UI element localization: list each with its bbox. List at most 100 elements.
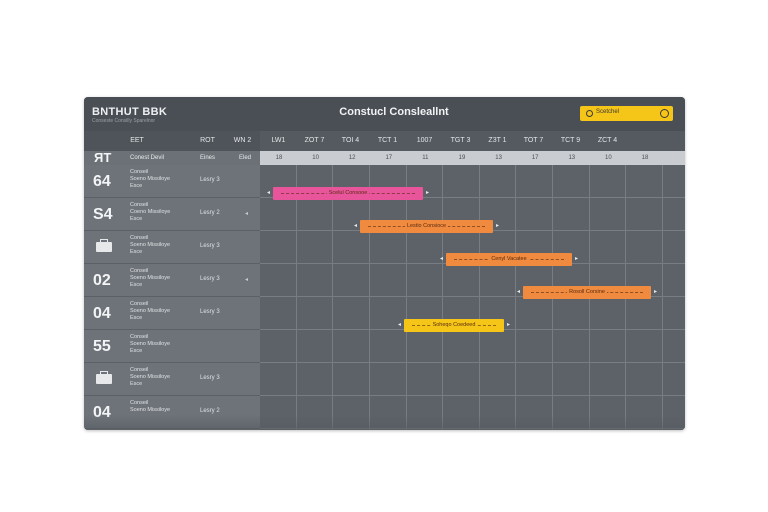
day-header-7: 17 (531, 155, 539, 161)
task-id: S4 (93, 206, 113, 223)
app-title: Constucl Consleallnt (339, 106, 449, 118)
task-description: Conseil Soeno Missiloye Esce (130, 235, 171, 255)
task-bar-label: Cenyl Vacatee (489, 256, 529, 262)
task-description: Conseil Soeno Missiloye Esce (130, 268, 171, 288)
subheader-description: Conest Devil (130, 151, 200, 165)
task-bar-label: Scelul Consooe (326, 190, 370, 196)
bar-end-handle-icon[interactable]: ▸ (495, 223, 499, 229)
task-resource: Lesry 3 (200, 177, 220, 183)
task-bar-label: Lestio Consioce (404, 223, 449, 229)
subheader-id: ЯТ (94, 150, 112, 165)
gantt-app-window: BNTHUT BBK Conseste Consilly Sparelnor C… (84, 97, 685, 430)
bar-start-handle-icon[interactable]: ◂ (517, 289, 521, 295)
task-resource: Lesry 3 (200, 309, 220, 315)
subheader-resource: Eines (200, 151, 230, 165)
subheader-id-cell (84, 151, 130, 165)
task-description: Conseil Soeno Missiloye Esce (130, 169, 171, 189)
column-header-id[interactable]: EET (84, 131, 190, 151)
task-list-panel: 64 Conseil Soeno Missiloye Esce Lesry 3 S4 C… (84, 165, 260, 430)
search-input[interactable]: Scetchel (596, 109, 620, 115)
task-resource: Lesry 3 (200, 243, 220, 249)
task-resource: Lesry 2 (200, 210, 220, 216)
search-clear-icon[interactable] (660, 109, 669, 118)
month-header-1: ZOT 7 (304, 137, 325, 144)
task-row[interactable]: S4 Conseil Coeno Missiloye Esce Lesry 2 ◂ (84, 198, 260, 231)
task-description: Conseil Coeno Missiloye Esce (130, 202, 171, 222)
bar-start-handle-icon[interactable]: ◂ (398, 322, 402, 328)
grid-column-line (332, 165, 333, 430)
task-description: Conseil Soeno Missiloye Esce (130, 301, 171, 321)
day-header-2: 12 (348, 155, 356, 161)
grid-column-line (515, 165, 516, 430)
day-header-3: 17 (385, 155, 393, 161)
grid-column-line (369, 165, 370, 430)
grid-row-line (260, 197, 685, 198)
task-id: 02 (93, 272, 111, 289)
timeline-day-header: 18 10 12 17 11 19 13 17 13 10 18 (260, 151, 685, 165)
month-header-8: TCT 9 (560, 137, 581, 144)
task-row[interactable]: 02 Conseil Soeno Missiloye Esce Lesry 3 ◂ (84, 264, 260, 297)
task-bar[interactable]: Soheqo Coedeed ◂ ▸ (398, 319, 510, 332)
month-header-3: TCT 1 (377, 137, 398, 144)
subheader-extra: Eled (230, 151, 260, 165)
column-header-resource[interactable]: ROT (190, 131, 225, 151)
bar-end-handle-icon[interactable]: ▸ (653, 289, 657, 295)
task-description: Conseil Soeno Missiloye Esce (130, 334, 171, 354)
day-header-0: 18 (275, 155, 283, 161)
expand-arrow-icon[interactable]: ◂ (245, 277, 249, 283)
day-header-8: 13 (568, 155, 576, 161)
task-resource: Lesry 2 (200, 408, 220, 414)
bar-end-handle-icon[interactable]: ▸ (506, 322, 510, 328)
search-box[interactable]: Scetchel (580, 106, 673, 121)
month-header-0: LW1 (271, 137, 286, 144)
task-row[interactable]: Conseil Soeno Missiloye Esce Lesry 3 (84, 363, 260, 396)
task-row[interactable]: 04 Conseil Soeno Missiloye Esce Lesry 3 (84, 297, 260, 330)
day-header-4: 11 (422, 155, 429, 161)
task-row[interactable]: 55 Conseil Soeno Missiloye Esce (84, 330, 260, 363)
bar-start-handle-icon[interactable]: ◂ (440, 256, 444, 262)
month-header-2: TOI 4 (341, 137, 360, 144)
day-header-5: 19 (458, 155, 466, 161)
grid-column-line (296, 165, 297, 430)
grid-column-line (442, 165, 443, 430)
task-resource: Lesry 3 (200, 276, 220, 282)
grid-column-line (479, 165, 480, 430)
task-bar[interactable]: Rosoll Corsine ◂ ▸ (517, 286, 657, 299)
task-row[interactable]: 64 Conseil Soeno Missiloye Esce Lesry 3 (84, 165, 260, 198)
expand-arrow-icon[interactable]: ◂ (245, 211, 249, 217)
title-bar: BNTHUT BBK Conseste Consilly Sparelnor C… (84, 97, 685, 131)
brand-logo: BNTHUT BBK (92, 106, 168, 118)
month-header-6: Z3T 1 (488, 137, 507, 144)
day-header-6: 13 (495, 155, 502, 161)
bar-end-handle-icon[interactable]: ▸ (425, 190, 429, 196)
briefcase-icon (96, 239, 112, 252)
search-icon (586, 110, 593, 117)
day-header-10: 18 (641, 155, 649, 161)
task-description: Conseil Soeno Missiloye (130, 400, 171, 413)
month-header-9: ZCT 4 (597, 137, 618, 144)
bar-end-handle-icon[interactable]: ▸ (574, 256, 578, 262)
month-header-4: 1007 (416, 137, 433, 144)
briefcase-icon (96, 371, 112, 384)
task-resource: Lesry 3 (200, 375, 220, 381)
day-header-1: 10 (312, 155, 319, 161)
task-bar[interactable]: Cenyl Vacatee ◂ ▸ (440, 253, 578, 266)
month-header-5: TGT 3 (450, 137, 471, 144)
grid-row-line (260, 296, 685, 297)
grid-column-line (662, 165, 663, 430)
gantt-grid: Scelul Consooe ◂ ▸ Lestio Consioce ◂ ▸ Cenyl V… (260, 165, 685, 430)
bar-start-handle-icon[interactable]: ◂ (354, 223, 358, 229)
task-row[interactable]: Conseil Soeno Missiloye Esce Lesry 3 (84, 231, 260, 264)
column-header-extra[interactable]: WN 2 (225, 131, 260, 151)
task-bar-label: Soheqo Coedeed (430, 322, 478, 328)
bar-start-handle-icon[interactable]: ◂ (267, 190, 271, 196)
month-header-7: TOT 7 (523, 137, 544, 144)
task-bar[interactable]: Scelul Consooe ◂ ▸ (267, 187, 429, 200)
task-description: Conseil Soeno Missiloye Esce (130, 367, 171, 387)
grid-column-line (406, 165, 407, 430)
brand-subtitle: Conseste Consilly Sparelnor (92, 118, 156, 124)
task-id: 64 (93, 173, 111, 190)
task-bar[interactable]: Lestio Consioce ◂ ▸ (354, 220, 499, 233)
day-header-9: 10 (605, 155, 612, 161)
grid-row-line (260, 362, 685, 363)
